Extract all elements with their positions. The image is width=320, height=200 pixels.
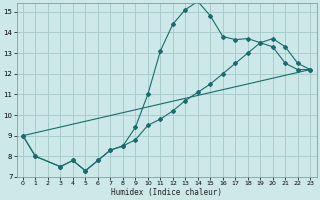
- X-axis label: Humidex (Indice chaleur): Humidex (Indice chaleur): [111, 188, 222, 197]
